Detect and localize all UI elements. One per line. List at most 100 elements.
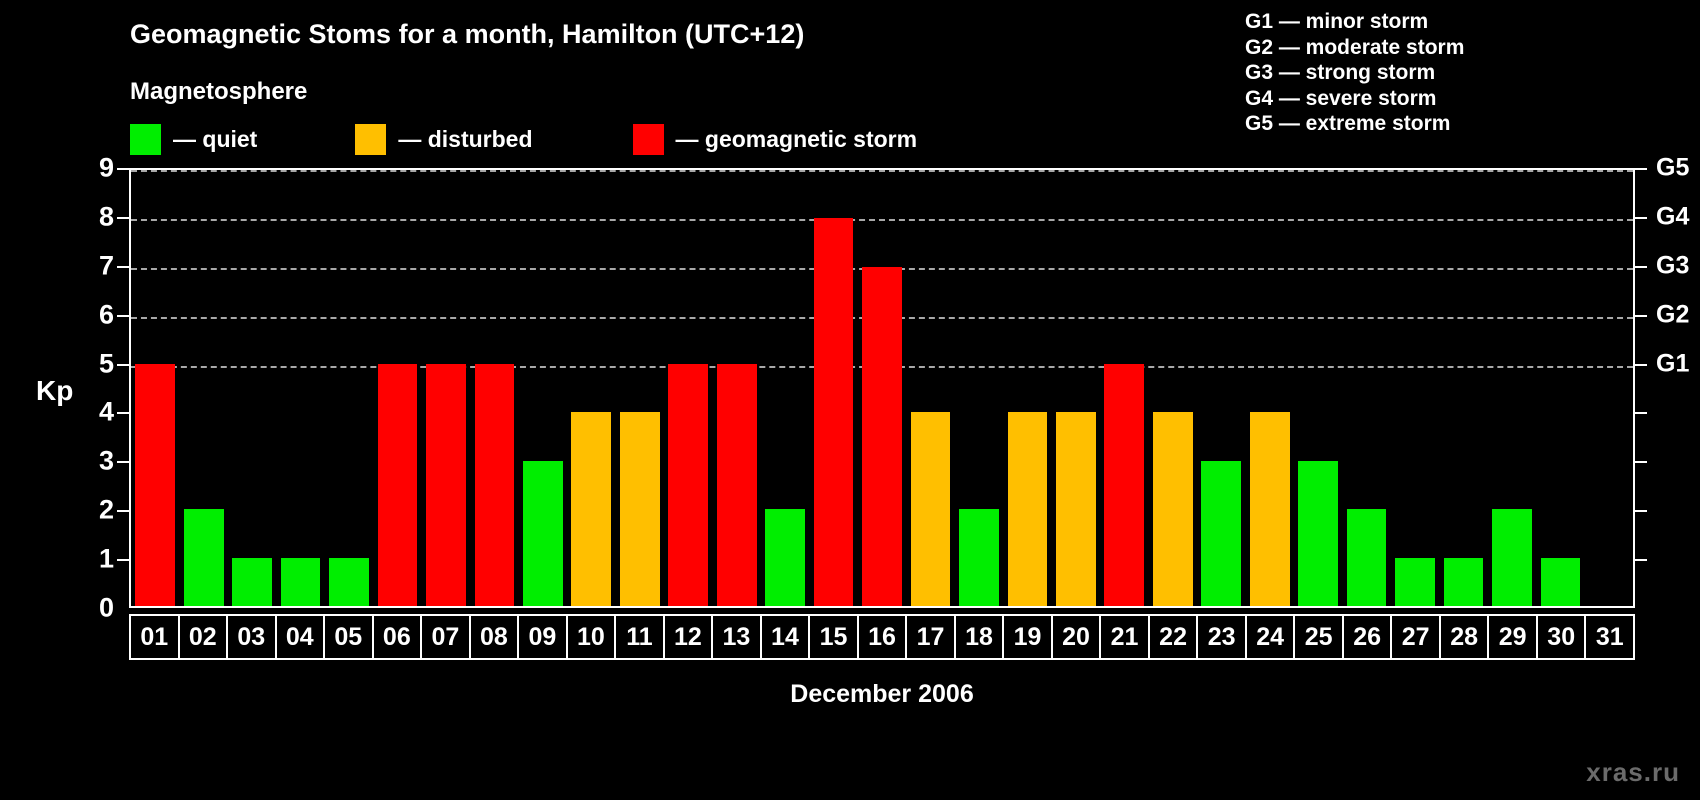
legend-label: — disturbed (398, 125, 533, 152)
g-scale-legend-line: G4 — severe storm (1245, 86, 1437, 110)
bar-slot[interactable] (1342, 170, 1390, 606)
bar-slot[interactable] (422, 170, 470, 606)
bar-slot[interactable] (1391, 170, 1439, 606)
bar-slot[interactable] (616, 170, 664, 606)
bar[interactable] (959, 509, 999, 606)
bar[interactable] (862, 266, 902, 606)
day-axis-cell: 01 (131, 616, 180, 658)
bar-slot[interactable] (325, 170, 373, 606)
day-axis-cell: 16 (858, 616, 908, 658)
legend-swatch-icon (130, 123, 161, 155)
bar-slot[interactable] (761, 170, 809, 606)
day-axis-cell: 11 (616, 616, 665, 658)
g-axis-tick-label: G2 (1656, 300, 1690, 329)
bar[interactable] (280, 557, 321, 606)
day-axis-cell: 02 (179, 616, 229, 658)
magnetosphere-section-label: Magnetosphere (130, 78, 308, 105)
bar[interactable] (1249, 412, 1290, 606)
day-axis-cell: 05 (325, 616, 374, 658)
bar[interactable] (1346, 509, 1387, 606)
y-axis-tickmark (117, 510, 129, 513)
bar-slot[interactable] (1245, 170, 1293, 606)
day-axis-cell: 08 (470, 616, 520, 658)
bar-slot[interactable] (228, 170, 276, 606)
y-axis-tickmark (117, 216, 129, 219)
bar-slot[interactable] (1488, 170, 1536, 606)
bar[interactable] (474, 363, 515, 606)
bar[interactable] (765, 509, 805, 606)
day-axis-cell: 10 (567, 616, 617, 658)
g-scale-legend: G1 — minor storm G2 — moderate storm G3 — … (1245, 9, 1464, 137)
bar-slot[interactable] (179, 170, 227, 606)
g-axis-tickmark (1635, 314, 1647, 317)
bar[interactable] (135, 363, 176, 606)
bar-slot[interactable] (906, 170, 954, 606)
day-axis-cell: 06 (373, 616, 423, 658)
bar-slot[interactable] (1294, 170, 1342, 606)
bar-slot[interactable] (1149, 170, 1197, 606)
bar[interactable] (619, 412, 660, 606)
bar[interactable] (1104, 363, 1145, 606)
bar-slot[interactable] (131, 170, 179, 606)
day-axis-cell: 26 (1343, 616, 1393, 658)
day-axis-cell: 07 (422, 616, 471, 658)
bar[interactable] (910, 412, 951, 606)
bar[interactable] (522, 460, 563, 606)
bar[interactable] (1395, 557, 1435, 606)
y-axis-tick-label: 4 (98, 396, 114, 427)
bar[interactable] (1298, 460, 1338, 606)
bar[interactable] (1443, 557, 1484, 606)
bar-slot[interactable] (664, 170, 712, 606)
bar[interactable] (426, 363, 466, 606)
bar[interactable] (716, 363, 757, 606)
bar[interactable] (571, 412, 612, 606)
y-axis-tick-label: 1 (98, 543, 114, 574)
bar-slot[interactable] (1536, 170, 1584, 606)
bar[interactable] (1492, 509, 1532, 606)
g-axis-minor-tickmark (1635, 412, 1647, 415)
bar-slot[interactable] (1585, 170, 1633, 606)
bar[interactable] (377, 363, 418, 606)
bar-slot[interactable] (1052, 170, 1100, 606)
g-axis-tickmark (1635, 363, 1647, 366)
day-axis-cell: 30 (1537, 616, 1587, 658)
bar-slot[interactable] (567, 170, 615, 606)
bar-slot[interactable] (519, 170, 567, 606)
g-scale-legend-line: G5 — extreme storm (1245, 112, 1451, 135)
legend-entry: — geomagnetic storm (632, 122, 917, 156)
bar[interactable] (668, 363, 709, 606)
y-axis-tick-label: 7 (98, 250, 114, 281)
bar-slot[interactable] (1197, 170, 1245, 606)
y-axis-title: Kp (36, 375, 74, 406)
bar[interactable] (1540, 557, 1581, 606)
bar[interactable] (1152, 412, 1193, 606)
day-axis-cell: 09 (519, 616, 568, 658)
bar[interactable] (232, 557, 272, 606)
bar-slot[interactable] (470, 170, 518, 606)
bar-slot[interactable] (276, 170, 324, 606)
y-axis-tickmark (117, 363, 129, 366)
y-axis-tick-label: 8 (98, 201, 114, 232)
bar-slot[interactable] (955, 170, 1003, 606)
day-axis-cell: 25 (1295, 616, 1344, 658)
bar-slot[interactable] (1439, 170, 1487, 606)
bar-slot[interactable] (373, 170, 421, 606)
bar[interactable] (1055, 412, 1096, 606)
bar-slot[interactable] (809, 170, 857, 606)
y-axis-tick-label: 5 (98, 348, 114, 379)
bar-slot[interactable] (712, 170, 760, 606)
y-axis-tickmark (117, 314, 129, 317)
day-axis: 01 02 03 04 05 06 07 08 09 10 11 12 13 14 15 16 17 18 19 20… (129, 614, 1635, 660)
g-axis-minor-tickmark (1635, 461, 1647, 464)
day-axis-cell: 20 (1052, 616, 1102, 658)
bar-slot[interactable] (1003, 170, 1051, 606)
bar[interactable] (183, 509, 224, 606)
day-axis-cell: 12 (664, 616, 714, 658)
bar[interactable] (1201, 460, 1242, 606)
bar-slot[interactable] (1100, 170, 1148, 606)
bar[interactable] (1007, 412, 1048, 606)
bar[interactable] (813, 218, 854, 606)
bar[interactable] (329, 557, 369, 606)
bar-slot[interactable] (858, 170, 906, 606)
y-axis-tickmark (117, 265, 129, 268)
